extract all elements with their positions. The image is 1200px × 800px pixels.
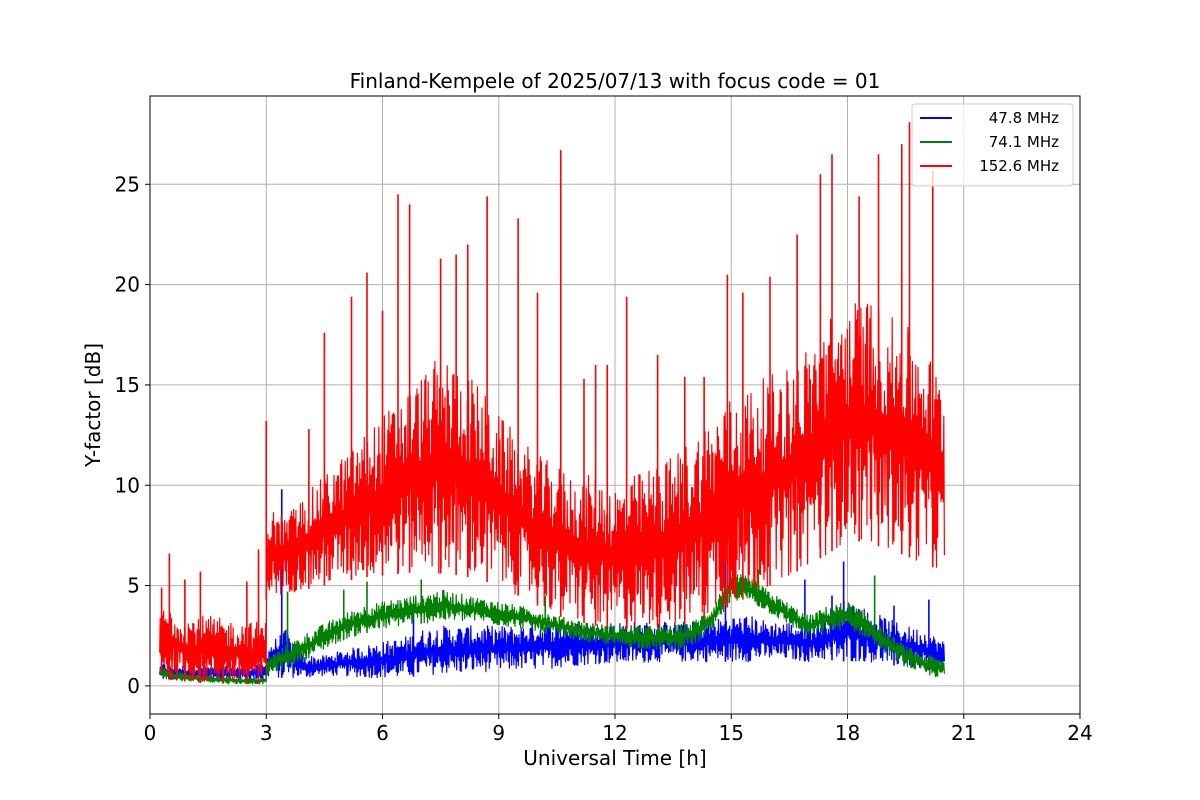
y-tick-label: 0 [127,674,140,698]
x-tick-label: 3 [260,721,273,745]
series-line [159,303,945,683]
x-tick-label: 6 [376,721,389,745]
x-tick-label: 24 [1067,721,1092,745]
y-tick-label: 20 [115,273,140,297]
plot-area [159,122,945,685]
x-tick-label: 9 [492,721,505,745]
legend: 47.8 MHz 74.1 MHz 152.6 MHz [911,103,1074,187]
legend-box [911,103,1074,187]
legend-label: 74.1 MHz [989,133,1059,151]
legend-label: 47.8 MHz [989,109,1059,127]
x-axis-title: Universal Time [h] [523,746,706,770]
legend-label: 152.6 MHz [979,157,1059,175]
axis-ticks: 0 3 6 9 12 15 18 21 24 0 5 10 15 20 25 [115,172,1093,745]
y-tick-label: 5 [127,574,140,598]
x-tick-label: 21 [951,721,976,745]
x-tick-label: 0 [144,721,157,745]
chart-title: Finland-Kempele of 2025/07/13 with focus… [350,69,881,93]
y-tick-label: 10 [115,473,140,497]
y-tick-label: 15 [115,373,140,397]
series-line [159,571,945,685]
x-tick-label: 18 [835,721,860,745]
x-tick-label: 15 [719,721,744,745]
y-tick-label: 25 [115,172,140,196]
x-tick-label: 12 [602,721,627,745]
y-axis-title: Y-factor [dB] [81,343,105,468]
